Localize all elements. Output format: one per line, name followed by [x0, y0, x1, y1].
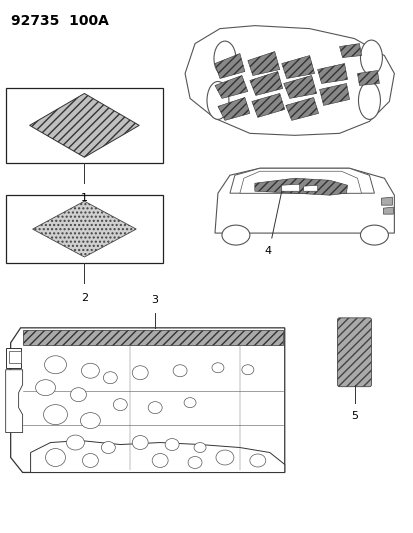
- Polygon shape: [281, 184, 299, 191]
- Polygon shape: [317, 63, 347, 84]
- Ellipse shape: [81, 364, 99, 378]
- Polygon shape: [281, 55, 314, 78]
- Polygon shape: [251, 93, 284, 117]
- Polygon shape: [357, 70, 378, 85]
- Ellipse shape: [113, 399, 127, 410]
- Ellipse shape: [211, 363, 223, 373]
- Ellipse shape: [216, 450, 233, 465]
- Text: 4: 4: [263, 246, 271, 256]
- Polygon shape: [382, 207, 392, 214]
- Polygon shape: [11, 328, 284, 472]
- Polygon shape: [283, 76, 316, 99]
- Ellipse shape: [360, 225, 387, 245]
- Ellipse shape: [132, 366, 148, 379]
- Ellipse shape: [360, 40, 382, 75]
- Ellipse shape: [43, 405, 67, 425]
- Ellipse shape: [173, 365, 187, 377]
- Polygon shape: [6, 348, 21, 368]
- Ellipse shape: [206, 82, 228, 119]
- Ellipse shape: [152, 454, 168, 467]
- Polygon shape: [249, 71, 282, 95]
- Ellipse shape: [132, 435, 148, 449]
- Polygon shape: [31, 441, 284, 472]
- Polygon shape: [319, 84, 349, 106]
- Polygon shape: [29, 93, 139, 157]
- Polygon shape: [217, 98, 249, 120]
- Ellipse shape: [358, 82, 380, 119]
- Ellipse shape: [221, 225, 249, 245]
- Polygon shape: [285, 98, 318, 120]
- Bar: [6, 88, 163, 163]
- Text: 5: 5: [350, 410, 357, 421]
- Polygon shape: [6, 370, 23, 433]
- FancyBboxPatch shape: [337, 318, 370, 386]
- Polygon shape: [239, 171, 361, 193]
- Polygon shape: [247, 52, 279, 76]
- Polygon shape: [254, 178, 347, 195]
- Ellipse shape: [70, 387, 86, 402]
- Ellipse shape: [241, 365, 253, 375]
- Bar: [6, 195, 163, 263]
- Ellipse shape: [80, 413, 100, 429]
- Polygon shape: [380, 197, 392, 205]
- Text: 1: 1: [81, 193, 88, 203]
- Ellipse shape: [45, 356, 66, 374]
- Ellipse shape: [188, 456, 202, 469]
- Ellipse shape: [66, 435, 84, 450]
- Ellipse shape: [103, 372, 117, 384]
- Ellipse shape: [249, 454, 265, 467]
- Polygon shape: [214, 76, 247, 99]
- Ellipse shape: [45, 449, 65, 466]
- Polygon shape: [214, 53, 244, 78]
- Ellipse shape: [184, 398, 196, 408]
- Polygon shape: [33, 201, 136, 257]
- Polygon shape: [185, 26, 394, 135]
- Polygon shape: [229, 168, 373, 193]
- Text: 92735  100A: 92735 100A: [11, 14, 108, 28]
- Text: 2: 2: [81, 293, 88, 303]
- Ellipse shape: [101, 441, 115, 454]
- Polygon shape: [23, 330, 282, 345]
- Polygon shape: [303, 185, 317, 191]
- Polygon shape: [9, 351, 21, 363]
- Text: 3: 3: [151, 295, 158, 305]
- Ellipse shape: [214, 41, 235, 76]
- Ellipse shape: [194, 442, 206, 453]
- Ellipse shape: [165, 439, 179, 450]
- Ellipse shape: [148, 402, 162, 414]
- Ellipse shape: [36, 379, 55, 395]
- Polygon shape: [339, 44, 361, 58]
- Polygon shape: [214, 168, 394, 233]
- Ellipse shape: [82, 454, 98, 467]
